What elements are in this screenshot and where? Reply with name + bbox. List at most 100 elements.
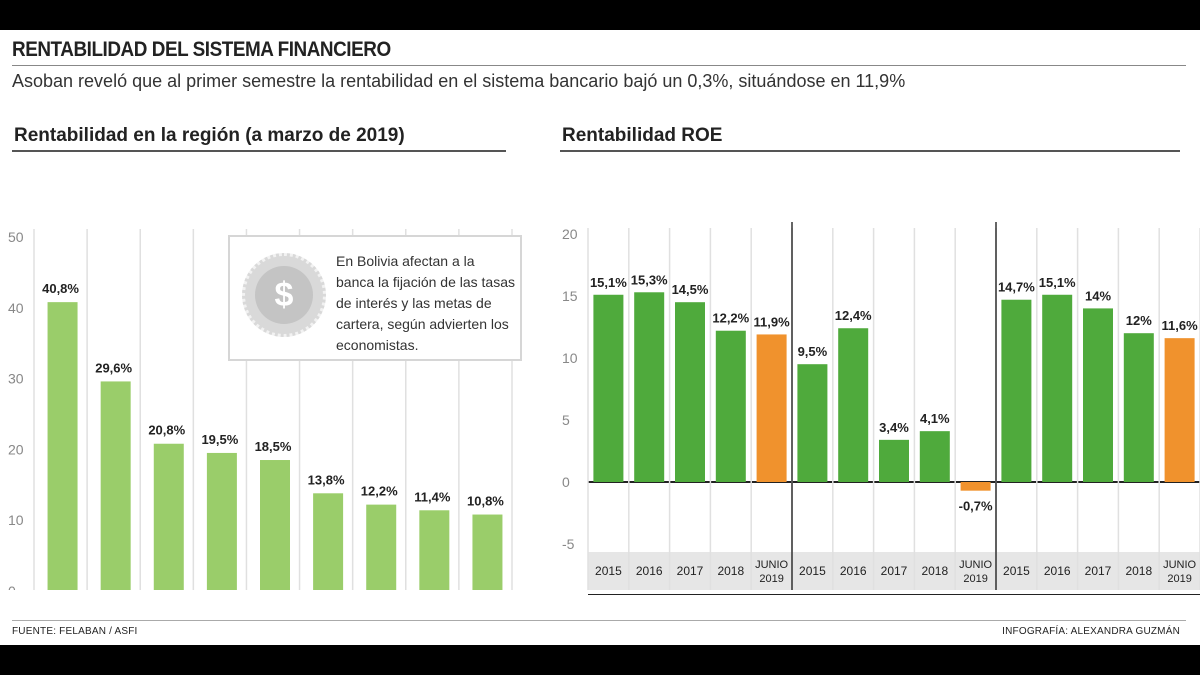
bar [1164,338,1195,482]
data-label: 12,4% [835,308,872,323]
bar [153,443,184,590]
bar [100,381,131,590]
dollar-coin-icon: $ [242,253,326,337]
data-label: 12,2% [712,311,749,326]
data-label: 18,5% [255,439,292,454]
data-label: -0,7% [959,499,993,514]
data-label: 4,1% [920,411,950,426]
y-tick-label: 40 [8,300,24,316]
group-band [792,594,996,595]
category-label: JUNIO [1163,559,1196,571]
right-section-divider [560,150,1180,152]
category-label: 2015 [799,564,826,578]
y-tick-label: 10 [562,350,578,366]
category-band [996,552,1200,590]
y-tick-label: -5 [562,536,575,552]
data-label: 14% [1085,288,1111,303]
bar [366,504,397,590]
bar [960,482,991,491]
page-title: RENTABILIDAD DEL SISTEMA FINANCIERO [12,38,391,61]
note-text: En Bolivia afectan a la banca la fijació… [336,253,515,353]
data-label: 20,8% [148,423,185,438]
data-label: 19,5% [201,432,238,447]
data-label: 9,5% [798,344,828,359]
bar [47,302,78,590]
y-tick-label: 20 [562,226,578,242]
footer-divider [12,620,1186,621]
bar [838,328,869,482]
category-label: 2019 [1167,573,1191,585]
data-label: 15,3% [631,272,668,287]
y-tick-label: 5 [562,412,570,428]
bar [675,302,705,482]
category-label: JUNIO [755,559,788,571]
left-section-divider [12,150,506,152]
data-label: 13,8% [308,472,345,487]
category-label: 2017 [881,564,908,578]
page-subtitle: Asoban reveló que al primer semestre la … [12,71,906,91]
category-label: 2016 [1044,564,1071,578]
bar [472,514,503,590]
data-label: 12,2% [361,484,398,499]
category-band [588,552,792,590]
left-section-title: Rentabilidad en la región (a marzo de 20… [14,125,405,146]
bar [634,292,665,482]
y-tick-label: 15 [562,288,578,304]
bar [797,364,828,482]
bar [419,510,450,590]
bar [715,330,746,482]
y-tick-label: 20 [8,441,24,457]
bar [1083,308,1113,482]
data-label: 11,6% [1162,318,1199,333]
data-label: 3,4% [879,420,909,435]
category-label: 2017 [1085,564,1112,578]
data-label: 10,8% [467,494,504,509]
group-band [588,594,792,595]
data-label: 11,9% [754,314,791,329]
group-band [996,594,1200,595]
bar [1042,294,1073,482]
footer-credit: INFOGRAFÍA: ALEXANDRA GUZMÁN [1002,626,1180,637]
footer-source: FUENTE: FELABAN / ASFI [12,626,138,637]
category-label: 2018 [921,564,948,578]
data-label: 40,8% [42,281,79,296]
note-box: $ En Bolivia afectan a la banca la fijac… [228,235,522,361]
category-label: 2016 [636,564,663,578]
bar [313,493,344,590]
bar [593,294,624,482]
category-label: 2015 [1003,564,1030,578]
data-label: 29,6% [95,360,132,375]
y-tick-label: 10 [8,512,24,528]
data-label: 15,1% [1039,275,1076,290]
category-label: 2016 [840,564,867,578]
y-tick-label: 0 [8,583,16,590]
data-label: 14,5% [672,282,709,297]
category-label: 2018 [717,564,744,578]
bar [919,431,950,482]
y-tick-label: 30 [8,371,24,387]
category-label: 2018 [1125,564,1152,578]
region-profitability-chart: 0102030405040,8%Argentina29,6%Uruguay20,… [8,229,513,590]
right-section-title: Rentabilidad ROE [562,125,723,146]
bar [206,452,237,590]
data-label: 14,7% [998,280,1035,295]
data-label: 15,1% [590,275,627,290]
category-label: JUNIO [959,559,992,571]
infographic-canvas: RENTABILIDAD DEL SISTEMA FINANCIERO Asob… [0,30,1200,645]
bar [756,334,787,482]
bar [260,460,290,590]
bar [1123,333,1154,482]
category-band [792,552,996,590]
title-divider [12,65,1186,66]
data-label: 12% [1126,313,1152,328]
category-label: 2019 [963,573,987,585]
category-label: 2019 [759,573,783,585]
y-tick-label: 50 [8,229,24,245]
data-label: 11,4% [414,489,451,504]
bar [1001,299,1032,482]
category-label: 2015 [595,564,622,578]
roe-chart: -5 0 5 10 15 20 15,1% 2015 15,3% 2016 14,5% 2017 12,… [562,222,1200,595]
category-label: 2017 [677,564,704,578]
y-tick-label: 0 [562,474,570,490]
bar [879,439,909,482]
